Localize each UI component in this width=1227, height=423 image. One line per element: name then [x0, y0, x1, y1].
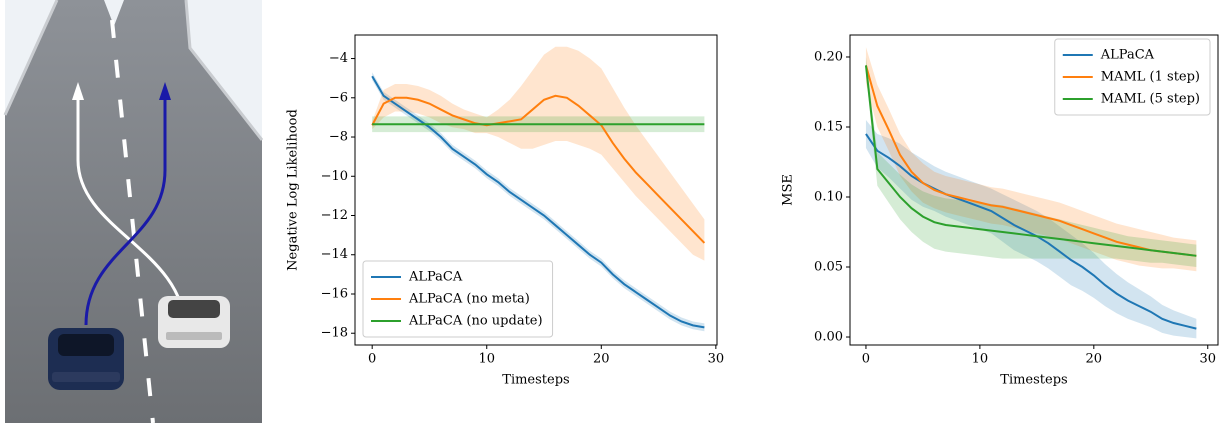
blue-car [48, 328, 124, 390]
arrow-head [159, 82, 171, 100]
y-axis-label: Negative Log Likelihood [286, 109, 301, 271]
y-tick-label: −4 [329, 51, 348, 66]
curb [184, 0, 264, 141]
x-tick-label: 0 [862, 352, 870, 367]
y-axis-label: MSE [781, 174, 796, 206]
legend-label: ALPaCA [408, 270, 463, 285]
legend-label: MAML (1 step) [1101, 70, 1200, 85]
y-tick-label: 0.15 [814, 119, 843, 134]
y-tick-label: 0.00 [814, 330, 843, 345]
x-tick-label: 30 [1199, 352, 1216, 367]
x-tick-label: 10 [478, 352, 495, 367]
confidence-band [372, 46, 705, 261]
confidence-band [865, 47, 1197, 272]
legend-label: ALPaCA (no meta) [408, 292, 530, 307]
legend: ALPaCA ALPaCA (no meta) ALPaCA (no update) [362, 260, 554, 338]
legend-frame [1054, 38, 1211, 116]
axes-frame [354, 34, 718, 346]
legend-label: ALPaCA [1100, 48, 1155, 63]
curb [3, 0, 59, 116]
line [371, 75, 705, 329]
x-tick-label: 30 [708, 352, 725, 367]
y-tick-label: −14 [321, 247, 348, 262]
road-illustration [3, 0, 264, 423]
path-arrow [84, 92, 167, 326]
line [371, 94, 706, 244]
line [864, 65, 1197, 257]
y-tick-label: −12 [321, 208, 348, 223]
x-tick-label: 20 [593, 352, 610, 367]
y-tick-label: 0.05 [814, 260, 843, 275]
y-tick-label: −8 [329, 130, 348, 145]
plot-area [864, 47, 1197, 339]
legend-frame [362, 260, 554, 338]
y-tick-label: −10 [321, 169, 348, 184]
legend: ALPaCA MAML (1 step) MAML (5 step) [1054, 38, 1211, 116]
x-tick-label: 20 [1086, 352, 1103, 367]
y-tick-label: −6 [329, 90, 348, 105]
x-axis-label: Timesteps [502, 373, 569, 388]
confidence-band [865, 56, 1197, 268]
confidence-band [865, 119, 1197, 339]
arrow-head [72, 82, 84, 100]
x-tick-label: 10 [972, 352, 989, 367]
legend-label: ALPaCA (no update) [408, 314, 543, 329]
plot-area [371, 46, 706, 332]
x-tick-label: 0 [368, 352, 376, 367]
axes-frame [849, 34, 1219, 346]
line [864, 65, 1197, 257]
y-tick-label: −16 [321, 286, 348, 301]
y-tick-label: 0.10 [814, 190, 843, 205]
y-tick-label: −18 [321, 326, 348, 341]
lane-marking [110, 19, 155, 423]
y-tick-label: 0.20 [814, 49, 843, 64]
legend-label: MAML (5 step) [1101, 92, 1200, 107]
white-car [158, 296, 230, 348]
x-axis-label: Timesteps [1000, 373, 1067, 388]
